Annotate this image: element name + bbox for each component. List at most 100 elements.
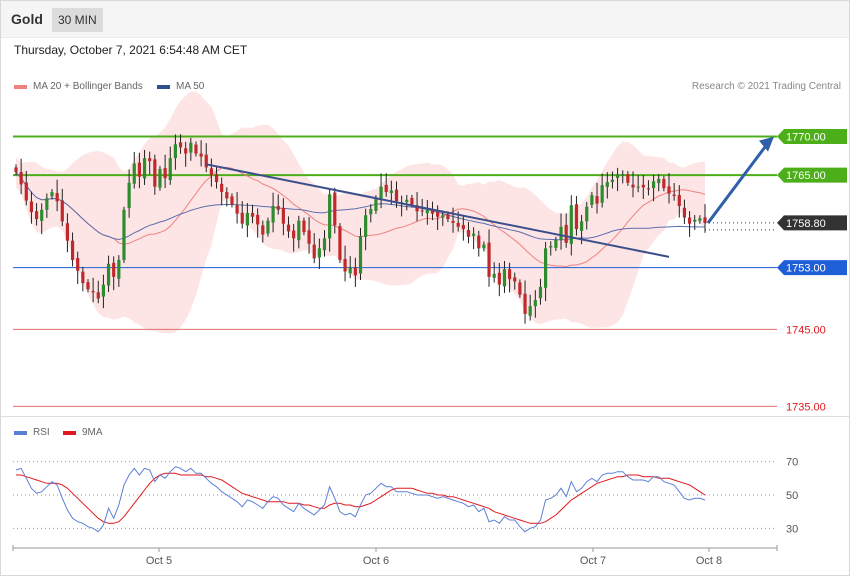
- candle-body: [271, 205, 275, 223]
- candle-body: [261, 225, 265, 235]
- candle-body: [621, 175, 625, 177]
- candle-body: [389, 190, 393, 193]
- copyright-text: Research © 2021 Trading Central: [691, 81, 841, 92]
- candle-body: [317, 248, 321, 258]
- candle-body: [117, 259, 121, 279]
- candle-body: [40, 209, 44, 221]
- rsi-ma-swatch: [63, 430, 76, 435]
- candle-body: [518, 282, 522, 295]
- candle-body: [610, 179, 615, 183]
- candle-body: [199, 153, 203, 157]
- candle-body: [631, 184, 635, 188]
- candle-body: [353, 267, 357, 276]
- current-price-label: 1758.80: [786, 218, 826, 230]
- chart-header: Gold 30 MIN: [1, 1, 849, 38]
- level-tag-1753.00: [777, 260, 847, 276]
- candle-body: [245, 212, 249, 226]
- candle-body: [235, 205, 239, 214]
- candle-body: [230, 196, 234, 205]
- candle-body: [425, 209, 429, 214]
- candle-body: [29, 201, 34, 213]
- candle-body: [348, 267, 352, 274]
- candle-body: [626, 174, 630, 183]
- candle-body: [76, 258, 80, 271]
- candle-body: [225, 192, 229, 199]
- ma50-swatch: [157, 84, 170, 89]
- candle-body: [451, 220, 455, 223]
- candle-body: [276, 205, 280, 210]
- candle-body: [178, 142, 183, 148]
- candle-body: [405, 199, 409, 203]
- candle-body: [50, 192, 54, 197]
- candle-body: [19, 172, 23, 185]
- candle-body: [266, 220, 270, 234]
- candle-body: [256, 214, 260, 225]
- candle-body: [574, 204, 579, 230]
- candle-body: [153, 159, 157, 187]
- timeframe-button[interactable]: 30 MIN: [52, 8, 103, 32]
- candle-body: [96, 292, 100, 299]
- candle-body: [214, 174, 219, 183]
- candle-body: [220, 183, 224, 193]
- candle-body: [60, 200, 64, 222]
- candle-body: [364, 215, 368, 237]
- candle-body: [14, 167, 18, 173]
- level-label-1753.00: 1753.00: [786, 263, 826, 275]
- candle-body: [492, 273, 496, 278]
- time-tick-label: Oct 6: [363, 555, 389, 567]
- candle-body: [86, 282, 90, 290]
- ma20-swatch: [14, 84, 27, 89]
- candle-body: [127, 182, 131, 208]
- candle-body: [523, 293, 527, 314]
- candle-body: [651, 181, 656, 189]
- candle-body: [70, 240, 75, 260]
- candle-body: [189, 142, 193, 153]
- candle-body: [662, 178, 666, 189]
- candle-body: [441, 215, 445, 218]
- candle-body: [333, 192, 337, 226]
- candle-body: [194, 144, 198, 154]
- rsi-ma-line: [16, 472, 706, 524]
- candle-body: [687, 217, 692, 224]
- ma20-label: MA 20 + Bollinger Bands: [33, 81, 143, 92]
- candle-body: [358, 236, 363, 274]
- forecast-arrow-line: [706, 144, 768, 224]
- candle-body: [590, 195, 594, 205]
- candle-body: [132, 163, 136, 184]
- candle-body: [142, 158, 147, 179]
- level-label-1770.00: 1770.00: [786, 132, 826, 144]
- time-tick-label: Oct 5: [146, 555, 172, 567]
- candle-body: [646, 188, 651, 190]
- rsi-swatch: [14, 430, 27, 435]
- candle-body: [533, 300, 537, 307]
- candle-body: [369, 209, 373, 215]
- ma50-label: MA 50: [176, 81, 205, 92]
- candle-body: [502, 269, 507, 287]
- candle-body: [600, 185, 604, 203]
- candle-body: [307, 230, 311, 244]
- candle-body: [343, 259, 347, 272]
- candle-body: [430, 209, 435, 214]
- bollinger-band-area: [16, 91, 705, 334]
- time-tick-label: Oct 8: [696, 555, 722, 567]
- rsi-level-label-70: 70: [786, 457, 798, 469]
- level-tag-1765.00: [777, 167, 847, 183]
- rsi-ma-label: 9MA: [82, 427, 103, 438]
- candle-body: [585, 206, 589, 222]
- candle-body: [338, 226, 342, 260]
- candle-body: [615, 174, 620, 178]
- candle-body: [106, 263, 111, 286]
- candle-body: [698, 218, 702, 221]
- candle-body: [513, 277, 517, 282]
- candle-body: [544, 248, 548, 288]
- level-label-1745.00: 1745.00: [786, 324, 826, 336]
- candle-body: [456, 222, 460, 227]
- candle-body: [45, 198, 49, 210]
- candle-body: [173, 144, 177, 159]
- candle-body: [579, 221, 584, 231]
- candle-body: [549, 246, 553, 248]
- candle-body: [487, 242, 491, 277]
- legend-ma20: MA 20 + Bollinger Bands: [14, 81, 143, 92]
